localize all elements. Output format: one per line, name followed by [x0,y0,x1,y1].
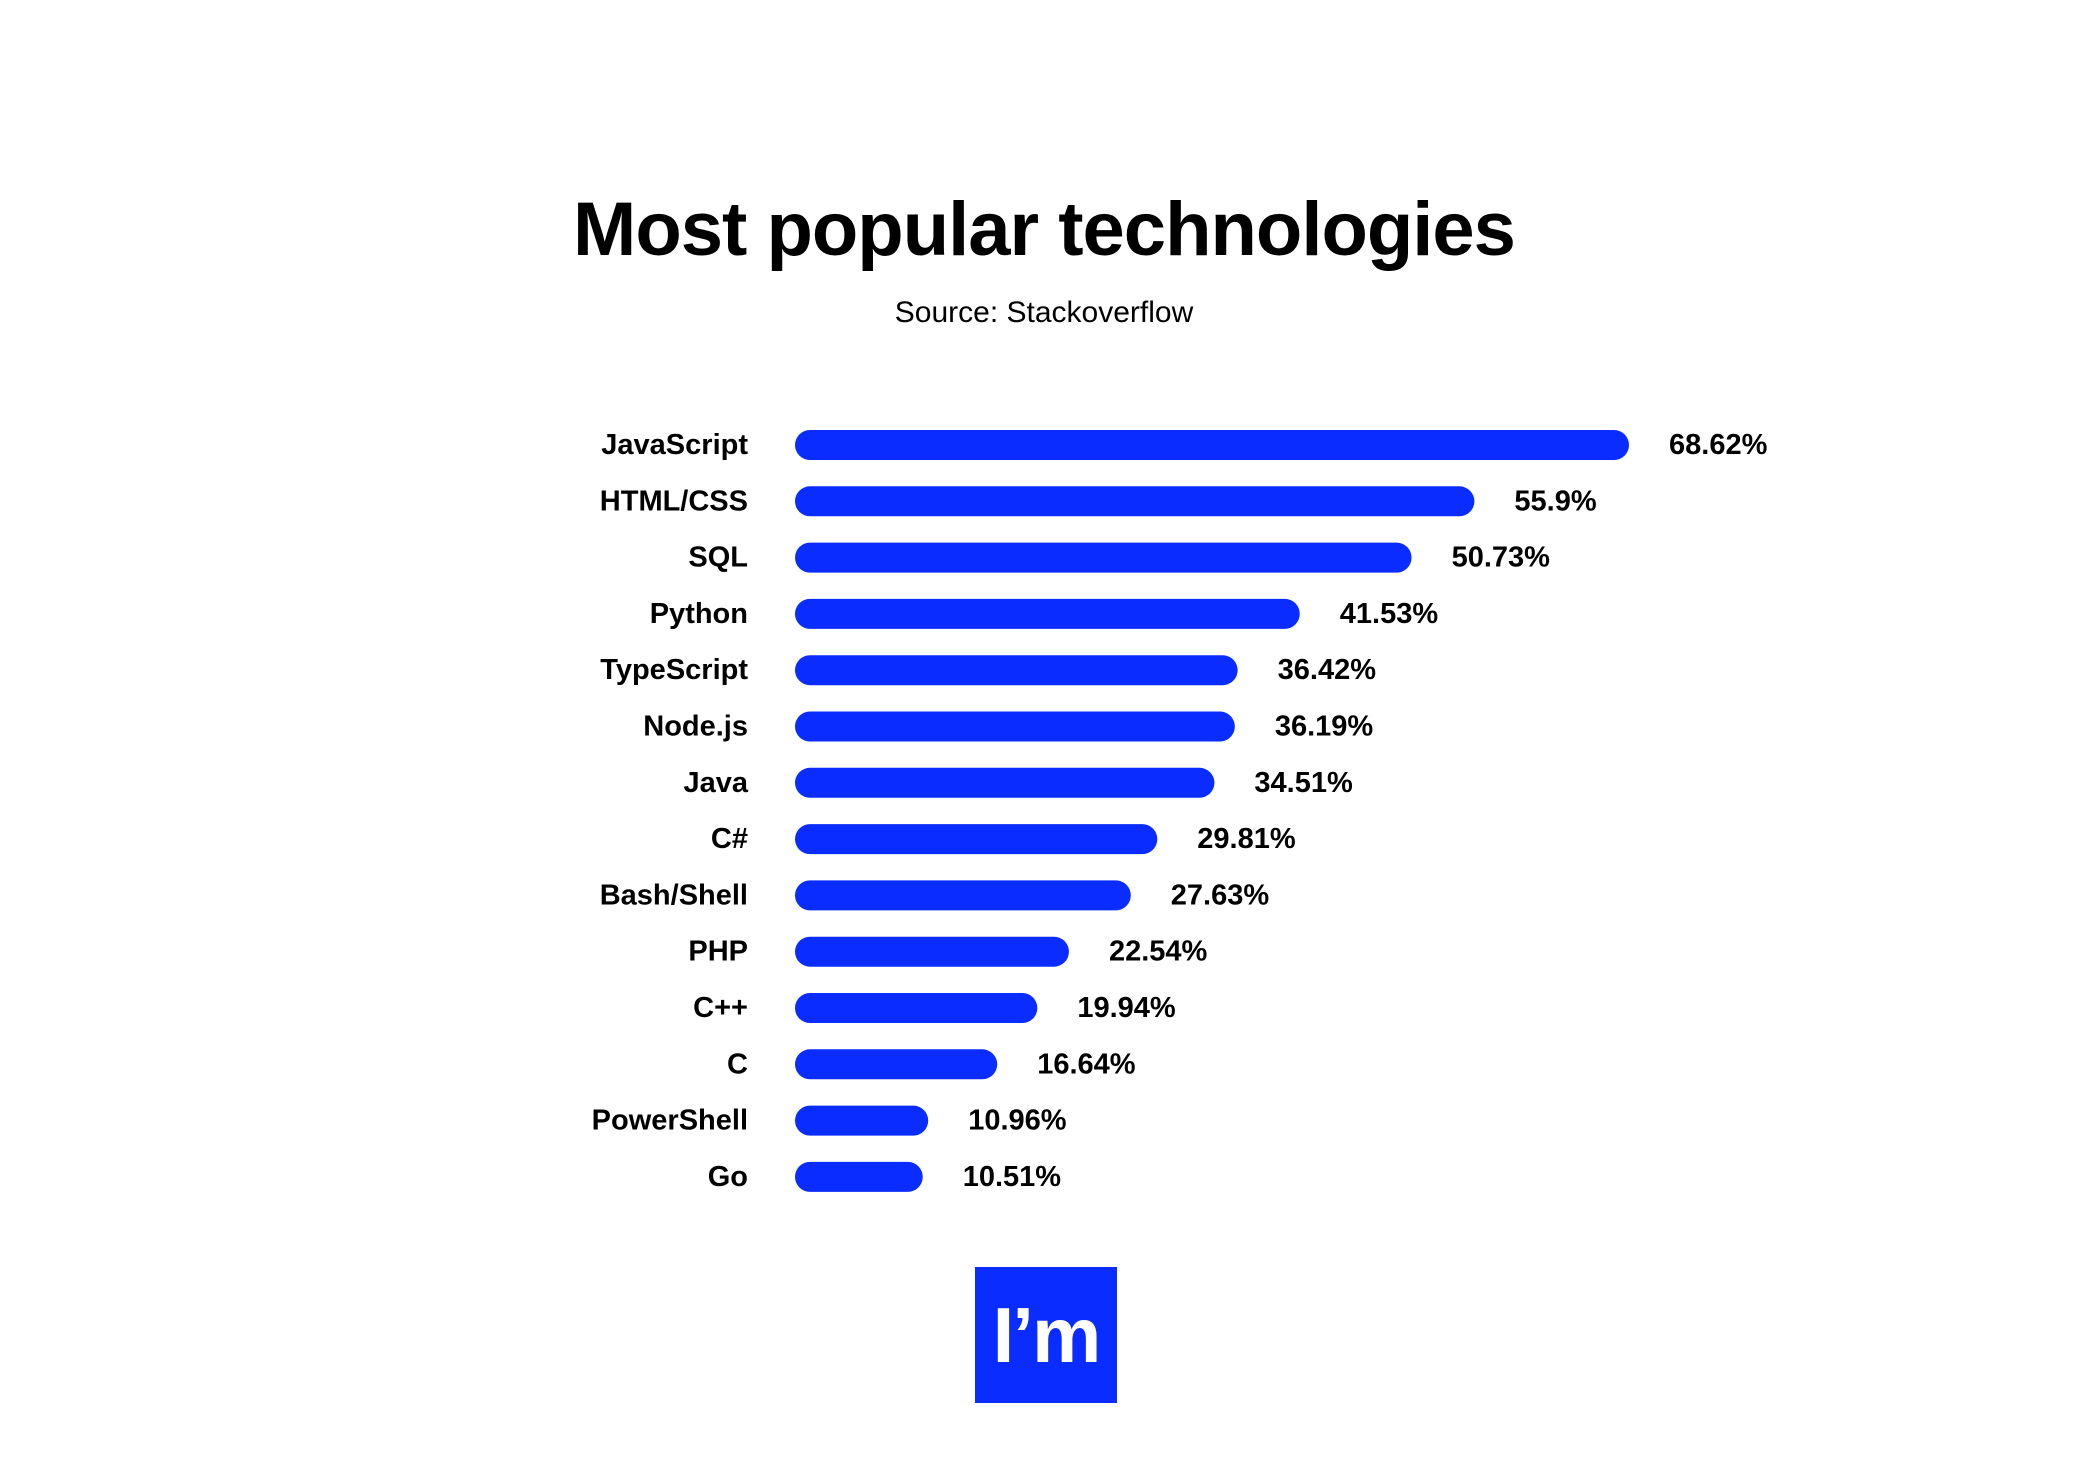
value-label-sql: 50.73% [1452,542,1551,574]
value-labels: 68.62% 55.9% 50.73% 41.53% 36.42% 36.19% 34.51… [963,429,1768,1193]
category-label-python: Python [650,598,748,630]
bar-c [795,1049,998,1080]
bar-java [795,767,1215,798]
category-label-typescript: TypeScript [600,654,748,686]
category-label-php: PHP [688,936,748,968]
category-label-html-css: HTML/CSS [600,485,748,517]
bar-go [795,1161,923,1192]
category-label-c: C# [711,823,748,855]
bar-javascript [795,430,1629,460]
category-labels: JavaScript HTML/CSS SQL Python TypeScript Nod… [592,429,749,1193]
value-label-html-css: 55.9% [1514,485,1596,517]
chart-subtitle: Source: Stackoverflow [894,296,1194,329]
bar-typescript [795,655,1238,686]
category-label-sql: SQL [688,542,748,574]
value-label-c: 29.81% [1197,823,1296,855]
value-label-node-js: 36.19% [1275,711,1374,743]
bar-c [795,993,1038,1023]
bar-python [795,598,1300,629]
bar-sql [795,542,1412,573]
bar-c [795,824,1158,855]
value-label-c: 16.64% [1037,1048,1136,1080]
category-label-java: Java [683,767,748,799]
value-label-javascript: 68.62% [1669,429,1768,461]
category-label-javascript: JavaScript [601,429,748,461]
value-label-python: 41.53% [1340,598,1439,630]
bar-html-css [795,486,1475,517]
bar-chart: JavaScript HTML/CSS SQL Python TypeScript Nod… [592,429,1768,1193]
category-label-c: C++ [693,992,748,1024]
brand-logo: I’m [975,1267,1117,1403]
category-label-powershell: PowerShell [592,1105,748,1137]
category-label-c: C [727,1048,748,1080]
category-label-go: Go [708,1161,748,1193]
value-label-go: 10.51% [963,1161,1062,1193]
bar-node-js [795,711,1235,742]
category-label-bash-shell: Bash/Shell [600,879,748,911]
bar-powershell [795,1105,929,1136]
bar-php [795,936,1069,967]
bar-bash-shell [795,880,1131,911]
bars [795,430,1629,1192]
value-label-c: 19.94% [1077,992,1176,1024]
chart-title: Most popular technologies [573,187,1516,272]
value-label-php: 22.54% [1109,936,1208,968]
value-label-typescript: 36.42% [1278,654,1377,686]
category-label-node-js: Node.js [643,711,748,743]
value-label-java: 34.51% [1254,767,1353,799]
value-label-powershell: 10.96% [968,1105,1067,1137]
value-label-bash-shell: 27.63% [1171,879,1270,911]
brand-logo-text: I’m [992,1290,1102,1379]
